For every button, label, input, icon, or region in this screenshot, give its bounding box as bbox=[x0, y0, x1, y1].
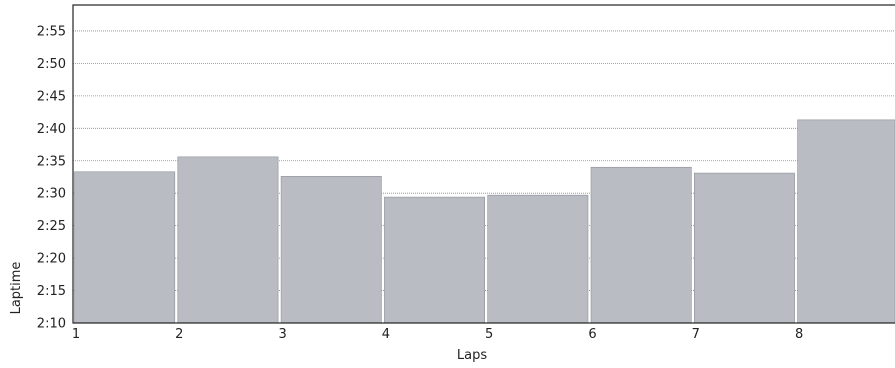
bar-lap-4 bbox=[384, 196, 485, 324]
y-tick-label: 2:55 bbox=[37, 24, 66, 39]
y-tick-label: 2:35 bbox=[37, 154, 66, 169]
y-tick-label: 2:50 bbox=[37, 57, 66, 72]
y-tick-label: 2:40 bbox=[37, 122, 66, 137]
y-tick-label: 2:20 bbox=[37, 252, 66, 267]
x-tick-label: 7 bbox=[692, 327, 700, 342]
y-tick-label: 2:10 bbox=[37, 317, 66, 332]
bar-lap-3 bbox=[280, 176, 382, 324]
y-tick-label: 2:45 bbox=[37, 89, 66, 104]
bars bbox=[74, 119, 895, 324]
plot-frame bbox=[72, 4, 895, 324]
x-tick-label: 6 bbox=[588, 327, 596, 342]
bar-lap-6 bbox=[590, 166, 692, 324]
y-tick-label: 2:25 bbox=[37, 219, 66, 234]
bar-lap-2 bbox=[177, 156, 279, 324]
x-tick-label: 3 bbox=[278, 327, 286, 342]
x-axis-title: Laps bbox=[457, 348, 487, 363]
x-tick-label: 2 bbox=[175, 327, 183, 342]
x-tick-label: 5 bbox=[485, 327, 493, 342]
x-tick-label: 4 bbox=[382, 327, 390, 342]
bar-lap-7 bbox=[693, 172, 795, 324]
y-tick-labels: 2:10 2:15 2:20 2:25 2:30 2:35 2:40 2:45 2:50 2:55 bbox=[37, 24, 66, 331]
y-tick-label: 2:15 bbox=[37, 284, 66, 299]
bar-lap-5 bbox=[487, 194, 589, 324]
y-axis-title: Laptime bbox=[9, 262, 24, 315]
y-tick-label: 2:30 bbox=[37, 187, 66, 202]
bar-lap-1 bbox=[74, 171, 176, 324]
bar-lap-8 bbox=[797, 119, 895, 324]
x-tick-labels: 1 2 3 4 5 6 7 8 bbox=[72, 327, 803, 342]
x-tick-label: 1 bbox=[72, 327, 80, 342]
x-tick-label: 8 bbox=[795, 327, 803, 342]
